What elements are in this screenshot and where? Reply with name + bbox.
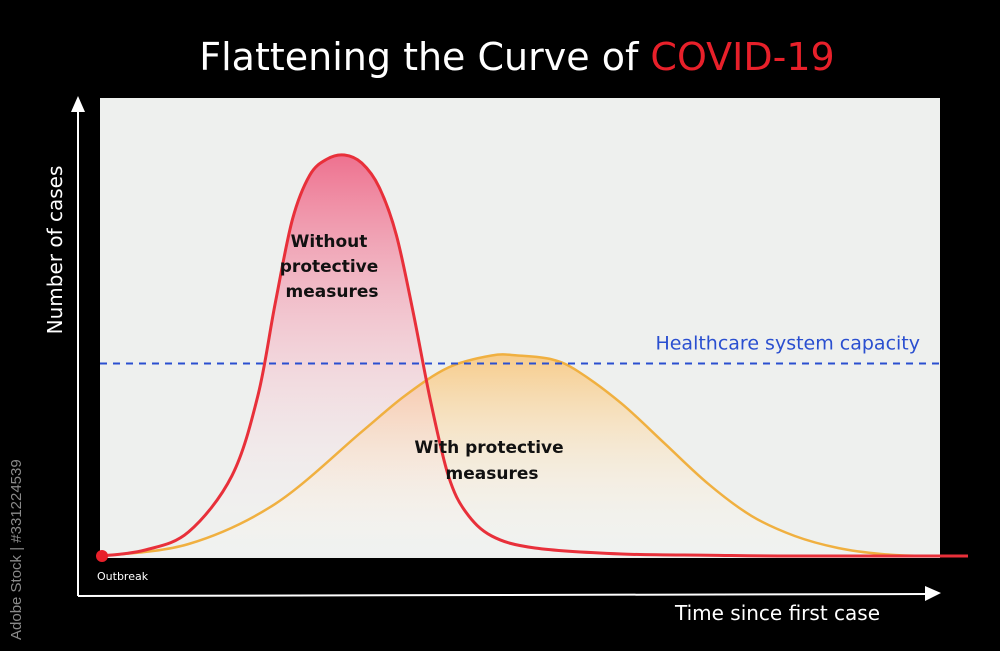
annotation-without-line-2: protective: [280, 257, 379, 277]
x-axis: [77, 586, 941, 601]
watermark: Adobe Stock | #331224539: [8, 459, 25, 640]
y-axis: [71, 96, 85, 596]
chart-title: Flattening the Curve of COVID-19: [199, 35, 834, 79]
outbreak-dot: [96, 550, 108, 562]
series-line-without: [101, 153, 968, 558]
annotation-with-line-1: With protective: [414, 438, 563, 458]
chart-title-highlight: COVID-19: [650, 35, 834, 79]
series-layer: [101, 153, 968, 558]
annotation-without-line-3: measures: [286, 282, 379, 302]
y-axis-label: Number of cases: [43, 166, 67, 335]
series-area-without: [102, 154, 968, 556]
chart-title-main: Flattening the Curve of: [199, 35, 650, 79]
x-axis-label: Time since first case: [674, 601, 880, 625]
series-line-with: [101, 353, 968, 558]
annotation-with: With protective measures: [414, 438, 569, 484]
annotation-without: Without protective measures: [280, 232, 384, 302]
capacity-label: Healthcare system capacity: [655, 333, 920, 355]
outbreak-label: Outbreak: [97, 570, 149, 583]
annotation-without-line-1: Without: [291, 232, 368, 252]
annotation-with-line-2: measures: [446, 464, 539, 484]
